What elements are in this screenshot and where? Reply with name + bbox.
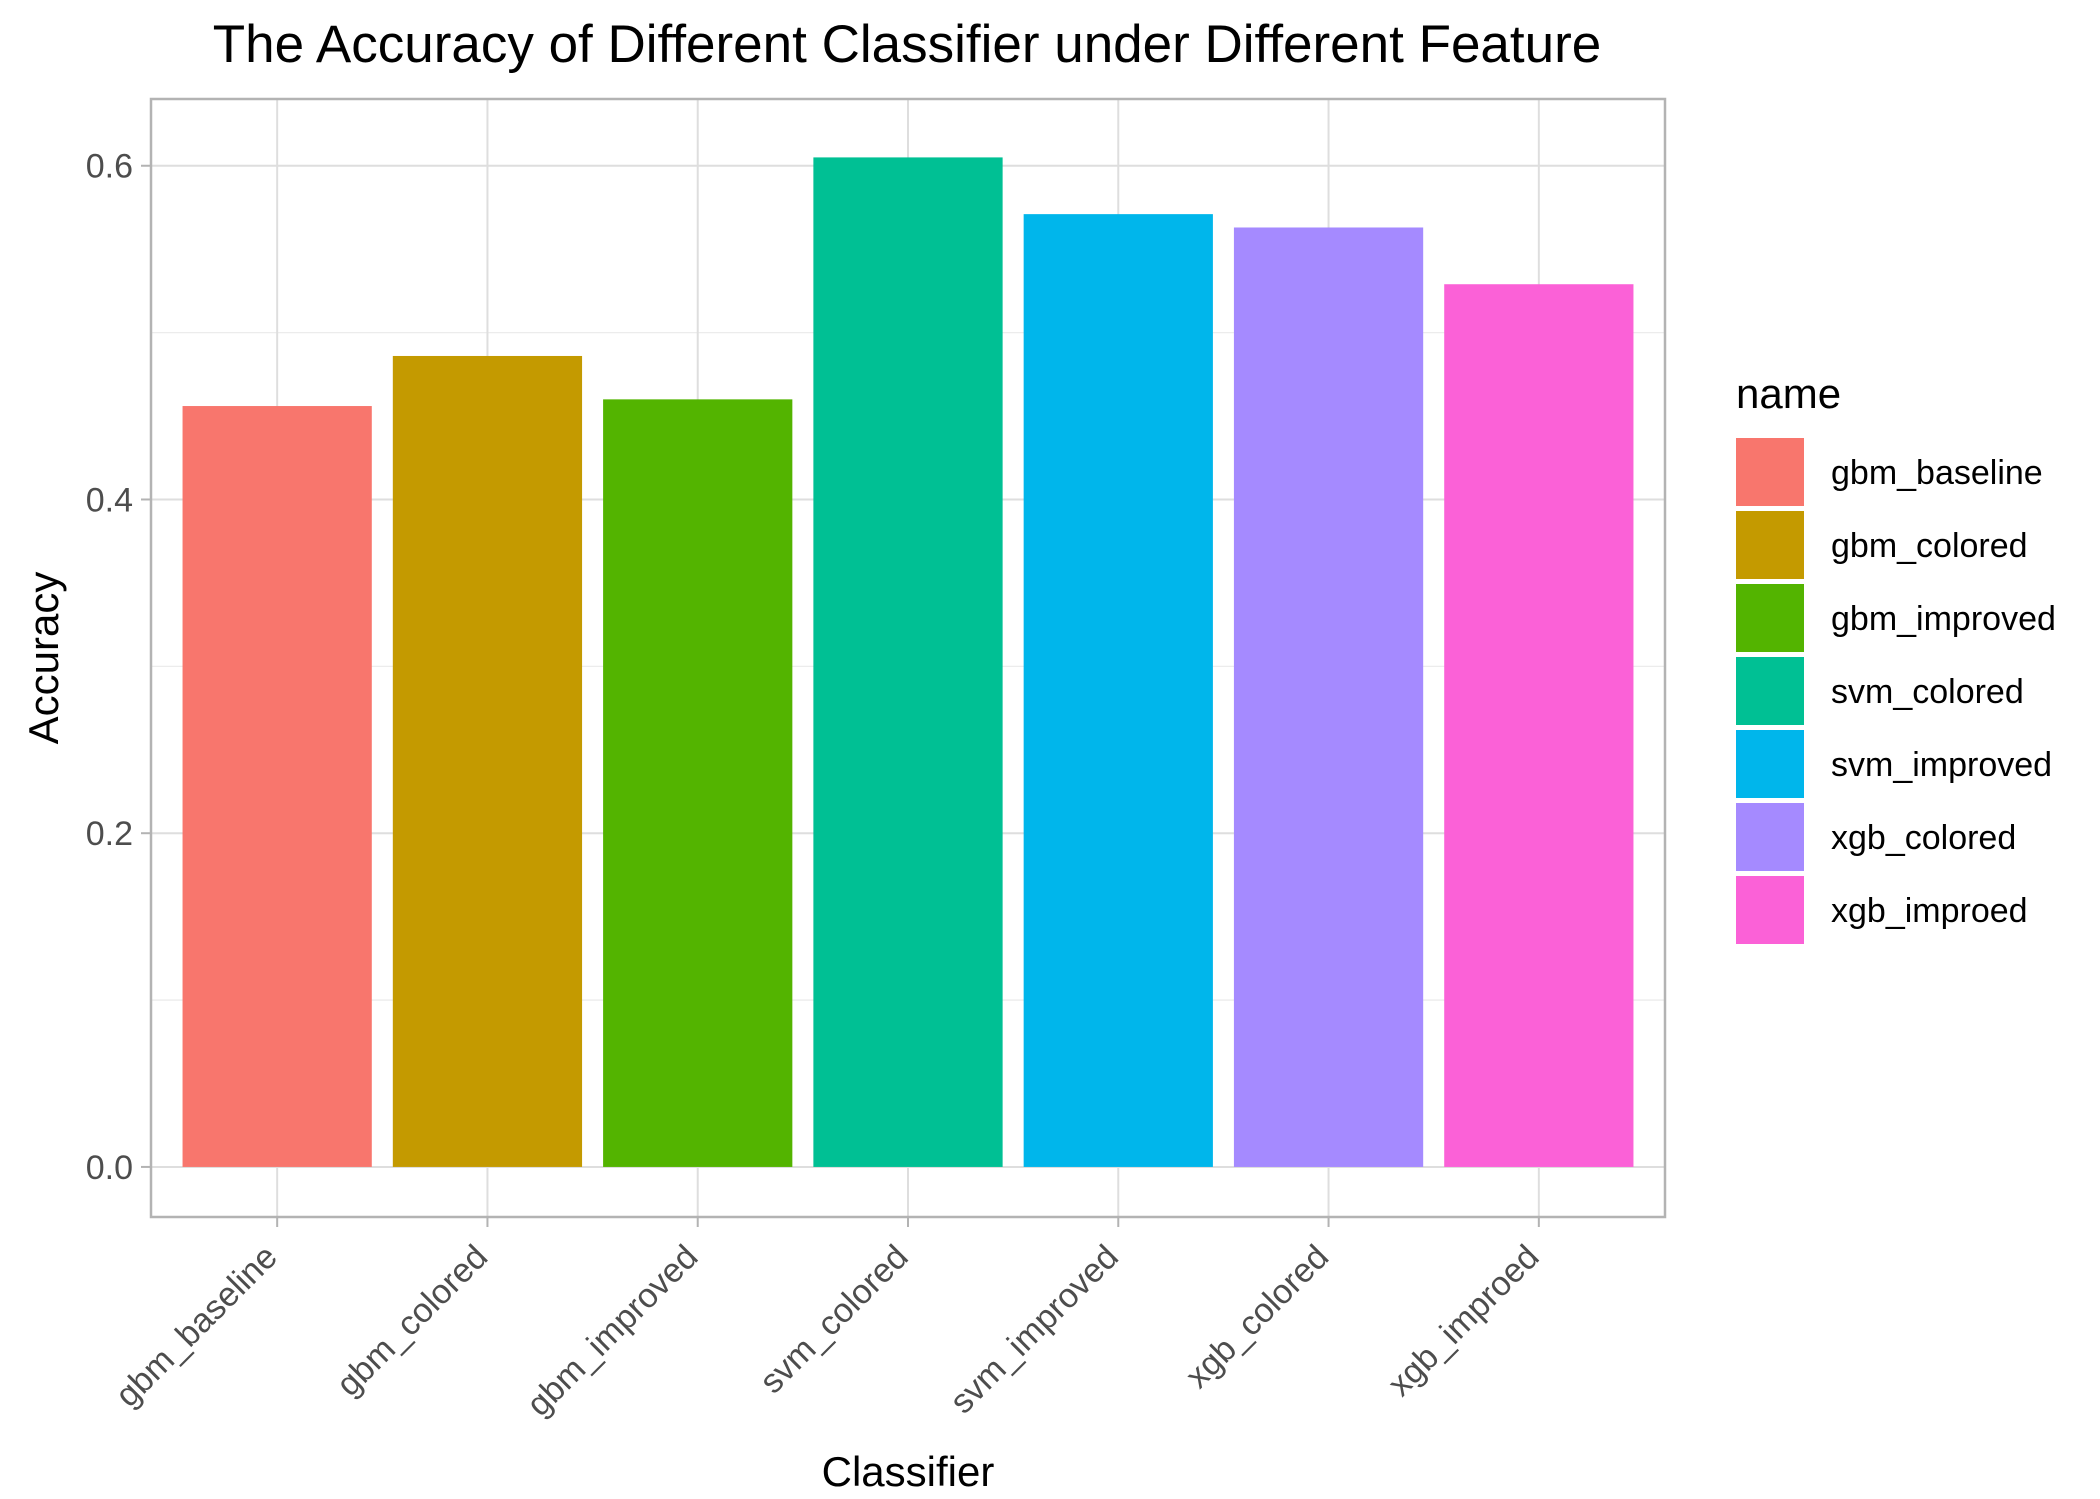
bar-svm_colored	[813, 157, 1003, 1167]
legend-label-xgb_colored: xgb_colored	[1831, 819, 2016, 857]
y-axis-title: Accuracy	[20, 572, 67, 745]
legend: name gbm_baseline gbm_colored gbm_improved…	[1736, 370, 2056, 944]
bar-xgb_colored	[1233, 227, 1424, 1167]
x-tick-label: gbm_baseline	[108, 1238, 285, 1415]
legend-label-xgb_improed: xgb_improed	[1831, 892, 2028, 930]
legend-label-svm_colored: svm_colored	[1831, 673, 2024, 711]
bar-xgb_improed	[1444, 284, 1634, 1167]
legend-key-xgb_improed	[1736, 876, 1804, 944]
legend-label-gbm_colored: gbm_colored	[1831, 527, 2028, 565]
x-tick-label: gbm_improved	[519, 1238, 705, 1424]
x-tick-label: xgb_colored	[1178, 1238, 1336, 1396]
bar-gbm_baseline	[182, 406, 372, 1167]
bar-svm_improved	[1023, 214, 1213, 1167]
legend-key-svm_improved	[1736, 730, 1804, 798]
x-tick-label: svm_improved	[943, 1238, 1126, 1421]
legend-key-xgb_colored	[1736, 803, 1804, 871]
chart-title: The Accuracy of Different Classifier und…	[213, 15, 1601, 74]
y-tick-label: 0.4	[86, 481, 133, 519]
legend-key-gbm_colored	[1736, 511, 1804, 579]
y-tick-label: 0.6	[86, 148, 133, 186]
legend-label-gbm_baseline: gbm_baseline	[1831, 454, 2043, 492]
legend-key-gbm_baseline	[1736, 438, 1804, 506]
bar-gbm_colored	[392, 355, 583, 1167]
y-tick-label: 0.0	[86, 1149, 133, 1187]
x-tick-label: xgb_improed	[1381, 1238, 1547, 1404]
legend-key-svm_colored	[1736, 657, 1804, 725]
x-tick-label: svm_colored	[752, 1238, 915, 1401]
legend-label-gbm_improved: gbm_improved	[1831, 600, 2056, 638]
bars	[182, 157, 1634, 1167]
legend-label-svm_improved: svm_improved	[1831, 746, 2052, 784]
bar-gbm_improved	[603, 399, 793, 1167]
y-tick-label: 0.2	[86, 815, 133, 853]
legend-title: name	[1736, 370, 1841, 417]
x-axis-title: Classifier	[822, 1448, 995, 1495]
legend-key-gbm_improved	[1736, 584, 1804, 652]
x-tick-label: gbm_colored	[329, 1238, 495, 1404]
